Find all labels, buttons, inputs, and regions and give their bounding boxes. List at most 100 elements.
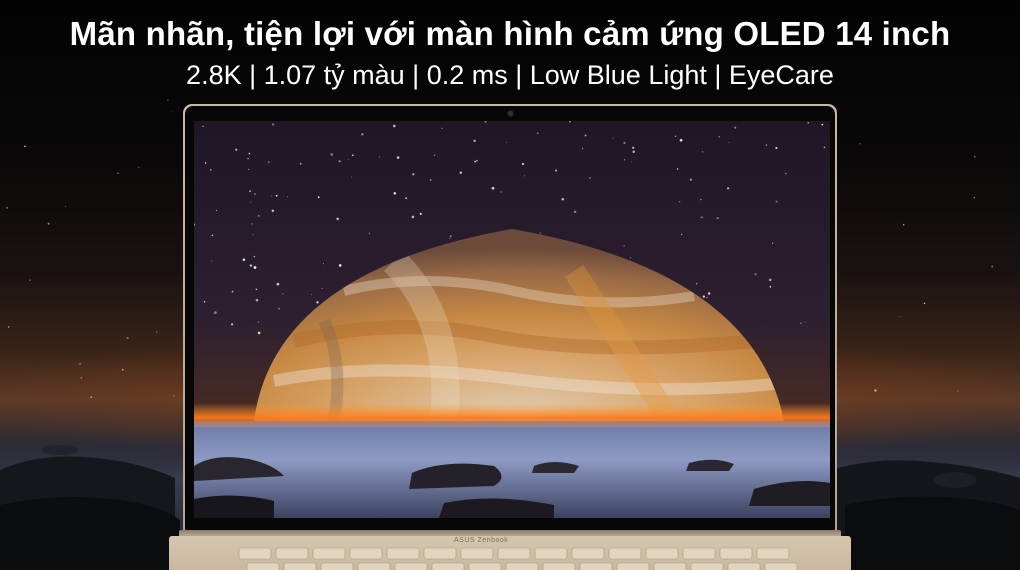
- keyboard-key: [431, 562, 465, 570]
- keyboard-key: [616, 562, 650, 570]
- star: [799, 322, 802, 324]
- keyboard-key: [275, 547, 309, 560]
- keyboard-key: [386, 547, 420, 560]
- keyboard-key: [534, 547, 568, 560]
- star: [253, 266, 257, 269]
- star: [500, 191, 502, 193]
- keyboard-key: [542, 562, 576, 570]
- keyboard-key: [690, 562, 724, 570]
- star: [78, 363, 80, 365]
- star: [321, 288, 323, 289]
- screen-bezel: [185, 106, 835, 530]
- star: [630, 161, 632, 163]
- star: [706, 296, 708, 299]
- star: [210, 169, 212, 171]
- star: [276, 282, 280, 286]
- star: [419, 212, 422, 215]
- star: [271, 195, 273, 197]
- webcam-icon: [508, 111, 513, 116]
- keyboard-key: [423, 547, 457, 560]
- star: [923, 302, 926, 305]
- star: [251, 223, 253, 225]
- star: [727, 187, 730, 190]
- star: [902, 223, 905, 226]
- star: [167, 99, 169, 102]
- star: [569, 121, 571, 123]
- star: [449, 235, 452, 238]
- star: [231, 323, 234, 326]
- keyboard-key: [608, 547, 642, 560]
- star: [393, 192, 397, 195]
- star: [630, 257, 632, 259]
- keyboard-key: [719, 547, 753, 560]
- star: [7, 326, 10, 328]
- star: [476, 159, 478, 162]
- keyboard-key: [312, 547, 346, 560]
- star: [678, 201, 681, 203]
- star: [275, 194, 278, 197]
- keyboard-key: [349, 547, 383, 560]
- star: [484, 121, 487, 123]
- star: [215, 209, 217, 212]
- keyboard-key: [764, 562, 798, 570]
- star: [235, 148, 238, 151]
- laptop-hinge: [179, 530, 841, 538]
- star: [203, 300, 206, 303]
- keyboard-key: [238, 547, 272, 560]
- star: [316, 301, 319, 304]
- star: [899, 316, 901, 318]
- star: [539, 232, 541, 234]
- star: [254, 193, 256, 195]
- star: [156, 331, 158, 333]
- keyboard-keys: [238, 547, 798, 570]
- star: [248, 152, 251, 155]
- star: [336, 217, 339, 221]
- star: [247, 157, 249, 160]
- star: [728, 142, 730, 144]
- keyboard-key: [357, 562, 391, 570]
- keyboard-key: [653, 562, 687, 570]
- star: [974, 155, 976, 158]
- star: [765, 144, 768, 146]
- star: [277, 307, 281, 310]
- star: [823, 146, 826, 149]
- keyboard-key: [394, 562, 428, 570]
- star: [171, 110, 173, 112]
- star: [80, 377, 82, 379]
- star: [623, 141, 626, 145]
- star: [252, 234, 254, 236]
- star: [338, 264, 342, 267]
- keyboard-key: [579, 562, 613, 570]
- keyboard-key: [460, 547, 494, 560]
- brand-logo: ASUS Zenbook: [454, 537, 509, 544]
- star: [258, 215, 260, 217]
- star: [775, 146, 778, 150]
- star: [681, 233, 683, 236]
- star: [491, 186, 495, 190]
- keyboard-key: [682, 547, 716, 560]
- star: [524, 175, 525, 177]
- star: [126, 336, 129, 340]
- star: [249, 264, 253, 267]
- star: [700, 198, 702, 201]
- star: [821, 123, 824, 126]
- star: [754, 273, 757, 276]
- star: [351, 154, 354, 157]
- star: [718, 135, 721, 138]
- star: [379, 156, 381, 158]
- star: [623, 159, 626, 161]
- star: [137, 166, 140, 168]
- keyboard-key: [756, 547, 790, 560]
- star: [396, 156, 400, 159]
- star: [250, 201, 252, 203]
- star: [804, 321, 806, 323]
- star: [249, 190, 251, 193]
- star: [47, 222, 50, 225]
- star: [299, 162, 302, 165]
- star: [310, 294, 312, 295]
- keyboard-key: [246, 562, 280, 570]
- star: [768, 278, 772, 282]
- star: [231, 290, 234, 293]
